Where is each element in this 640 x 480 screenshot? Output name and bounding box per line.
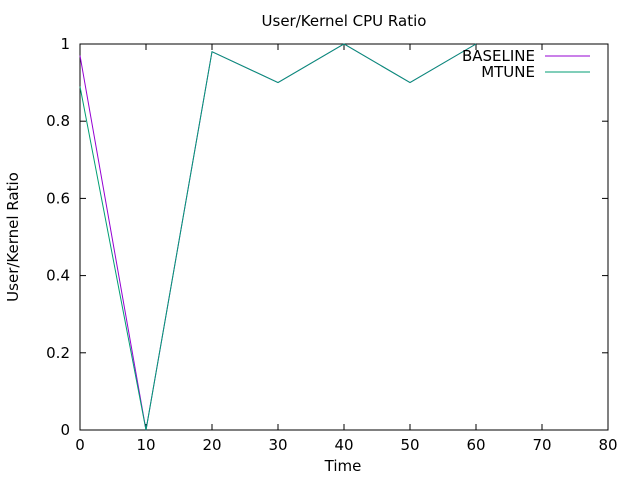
plot-area: 0 10 20 30 40 50 60 70 80 0 0.2 0.4 0.6 0.8 1 [46,35,617,454]
y-tick-label: 0 [60,421,70,439]
y-axis-label: User/Kernel Ratio [4,172,22,302]
x-axis-label: Time [324,457,362,475]
series-line-mtune [79,43,477,431]
legend-label: BASELINE [462,47,535,65]
y-tick-label: 0.6 [46,189,70,207]
y-tick-label: 0.4 [46,267,70,285]
chart-title: User/Kernel CPU Ratio [262,12,427,30]
x-tick-label: 80 [598,436,617,454]
y-tick-label: 0.8 [46,112,70,130]
x-tick-label: 50 [400,436,419,454]
x-tick-label: 0 [75,436,85,454]
x-tick-label: 60 [466,436,485,454]
y-tick-label: 0.2 [46,344,70,362]
legend-label: MTUNE [481,63,535,81]
x-tick-label: 10 [136,436,155,454]
series-line-baseline [79,43,477,431]
y-tick-label: 1 [60,35,70,53]
x-tick-label: 70 [532,436,551,454]
x-tick-label: 20 [202,436,221,454]
x-tick-label: 40 [334,436,353,454]
plot-frame [79,43,609,431]
x-tick-label: 30 [268,436,287,454]
